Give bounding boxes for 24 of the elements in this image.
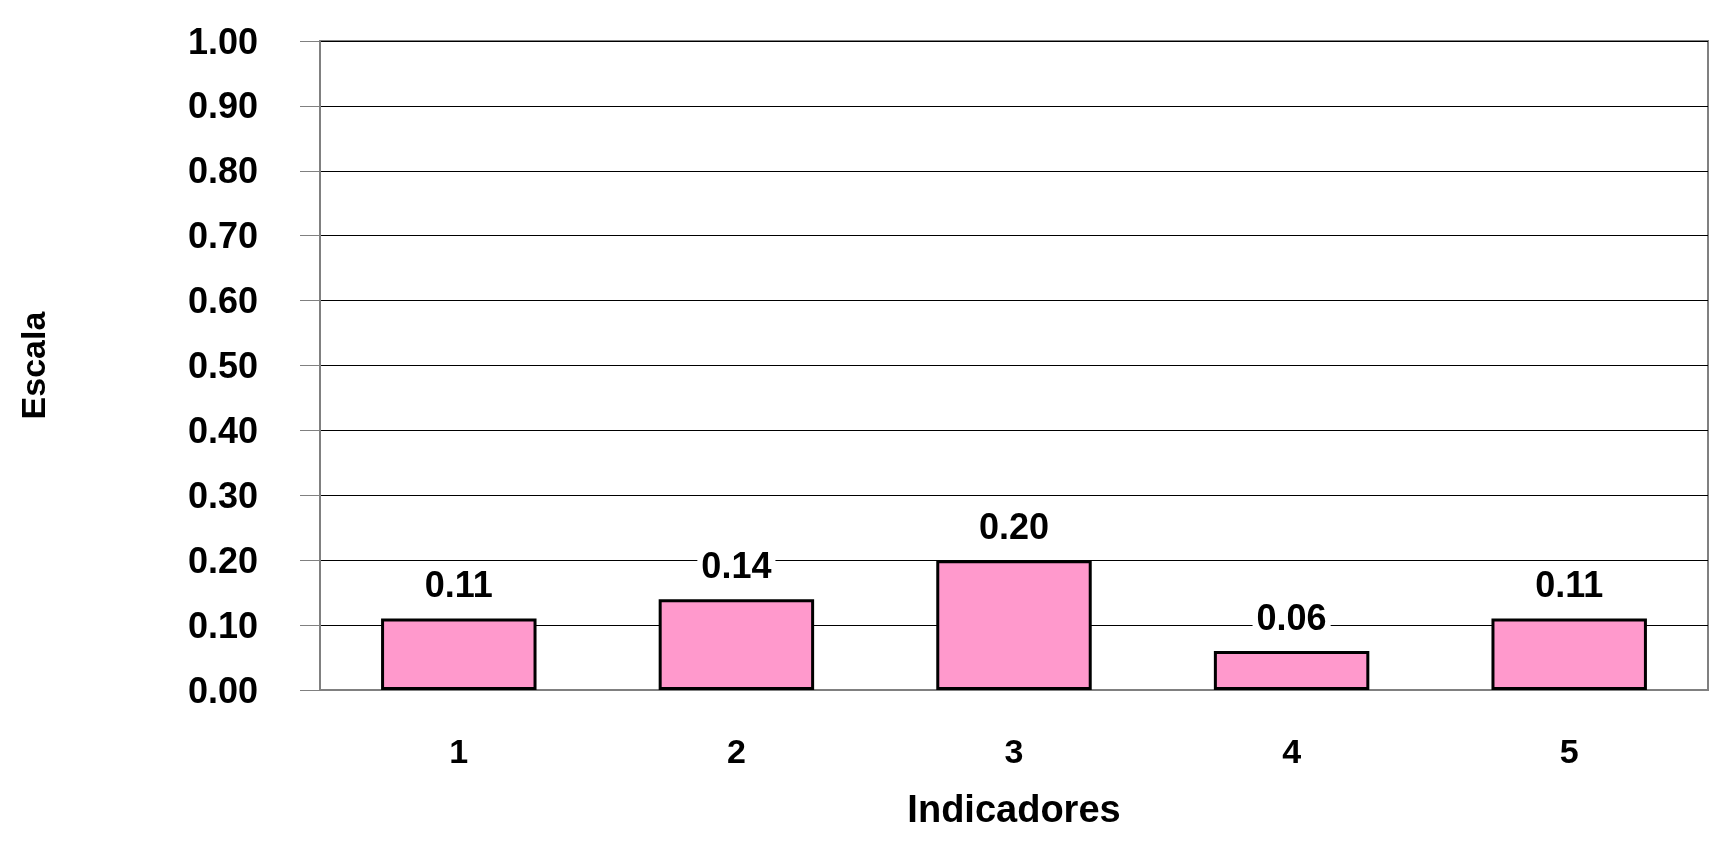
y-tick-label: 0.20 xyxy=(187,539,258,581)
y-tick-label: 0.40 xyxy=(187,409,258,451)
y-tick-label: 0.90 xyxy=(187,85,258,127)
x-tick-label: 1 xyxy=(449,732,469,770)
bar xyxy=(1213,651,1370,690)
x-tick-label: 5 xyxy=(1559,732,1579,770)
y-tick-label: 0.30 xyxy=(187,474,258,516)
x-axis-title: Indicadores xyxy=(907,788,1121,830)
x-tick-label: 2 xyxy=(726,732,746,770)
data-label: 0.11 xyxy=(1535,564,1604,606)
y-tick-label: 0.80 xyxy=(187,150,258,192)
x-tick-label: 3 xyxy=(1004,732,1024,770)
y-tick-label: 0.10 xyxy=(187,604,258,646)
y-tick-label: 0.00 xyxy=(187,669,258,711)
y-tick-label: 0.50 xyxy=(187,345,258,386)
y-axis-title: Escala xyxy=(14,310,52,420)
y-tick-label: 0.70 xyxy=(187,215,258,257)
data-label: 0.06 xyxy=(1256,596,1327,638)
y-tick-label: 1.00 xyxy=(187,20,258,62)
x-tick-label: 4 xyxy=(1282,732,1302,770)
data-label: 0.14 xyxy=(701,544,772,586)
data-label: 0.11 xyxy=(424,564,493,606)
data-label: 0.20 xyxy=(978,505,1050,547)
y-tick-label: 0.60 xyxy=(187,280,258,322)
